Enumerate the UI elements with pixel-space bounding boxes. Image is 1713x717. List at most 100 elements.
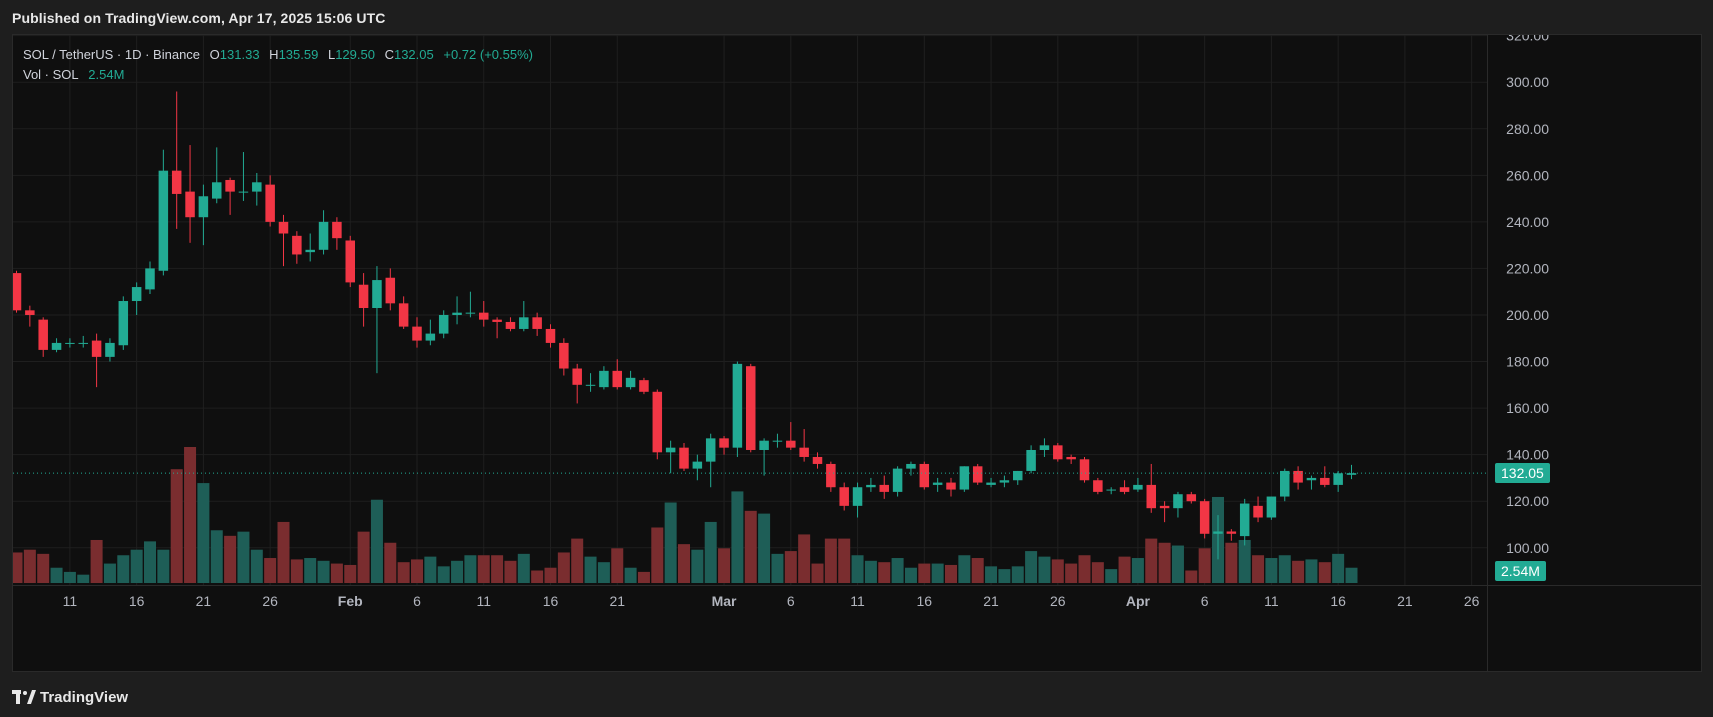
candle-body [452, 312, 462, 315]
candle-body [772, 440, 783, 442]
volume-bar [637, 571, 650, 583]
candle-body [51, 342, 62, 350]
candle-body [1213, 531, 1223, 534]
volume-bar [597, 562, 610, 583]
candle-body [1239, 503, 1250, 537]
volume-bar [1345, 567, 1358, 583]
candle-body [1026, 449, 1036, 471]
volume-bar [357, 531, 370, 583]
volume-bar [451, 560, 464, 583]
volume-bar [210, 530, 223, 583]
candle-body [465, 312, 476, 314]
volume-bar [1065, 563, 1078, 583]
candle-body [746, 366, 756, 450]
candle-body [639, 380, 649, 392]
y-tick-label: 200.00 [1506, 307, 1549, 323]
last-volume-tag: 2.54M [1495, 561, 1546, 581]
volume-bar [1332, 553, 1345, 583]
x-tick-label: 11 [63, 593, 78, 609]
legend-high-value: 135.59 [278, 47, 319, 62]
candle-body [1186, 494, 1197, 502]
candle-body [906, 463, 916, 469]
x-tick-label: 6 [413, 593, 421, 609]
candle-body [559, 342, 569, 369]
candle-body [1266, 496, 1277, 518]
candle-body [545, 328, 556, 343]
legend-symbol[interactable]: SOL / TetherUS · 1D · Binance [23, 47, 201, 62]
volume-bar [224, 535, 237, 583]
volume-bar [184, 447, 197, 583]
candle-body [1133, 484, 1143, 490]
volume-bar [330, 563, 343, 583]
volume-bar [971, 558, 984, 583]
x-tick-label: 21 [1397, 593, 1413, 609]
volume-bar [1078, 555, 1091, 583]
volume-bar [1025, 551, 1038, 583]
y-tick-label: 320.00 [1506, 35, 1549, 44]
y-tick-label: 180.00 [1506, 354, 1549, 370]
volume-bar [1091, 562, 1104, 583]
candle-body [358, 284, 369, 308]
candle-body [1079, 459, 1090, 481]
volume-bar [1185, 570, 1198, 583]
volume-bar [90, 539, 103, 583]
volume-bar [117, 555, 130, 583]
candle-body [839, 487, 849, 506]
volume-bar [317, 560, 330, 583]
candle-body [1333, 473, 1343, 485]
candle-body [1119, 487, 1130, 492]
volume-bar [1051, 559, 1064, 583]
candle-body [919, 463, 930, 488]
volume-bar [824, 538, 837, 583]
candle-body [759, 440, 769, 450]
volume-bar [477, 555, 490, 583]
volume-bar [424, 556, 437, 583]
volume-bar [931, 563, 944, 583]
volume-bar [998, 569, 1011, 583]
y-tick-label: 280.00 [1506, 121, 1549, 137]
candle-body [492, 319, 502, 322]
y-tick-label: 140.00 [1506, 447, 1549, 463]
candle-body [1173, 494, 1183, 509]
volume-bar [571, 538, 584, 583]
volume-bar [250, 549, 263, 583]
candle-body [959, 466, 970, 490]
candle-body [38, 319, 48, 350]
y-tick-label: 160.00 [1506, 400, 1549, 416]
footer: TradingView [12, 686, 128, 708]
x-tick-label: 26 [1050, 593, 1066, 609]
volume-bar [157, 549, 170, 583]
volume-bar [1158, 542, 1171, 583]
legend-close-value: 132.05 [393, 47, 434, 62]
chart-panel[interactable]: 100.00 120.00 140.00 160.00 180.00 200.00 220.… [12, 34, 1702, 672]
volume-bar [864, 560, 877, 583]
volume-bar [958, 555, 971, 583]
candle-body [1039, 445, 1050, 450]
candle-body [438, 314, 449, 334]
candle-body [932, 482, 943, 485]
candle-body [972, 466, 983, 483]
volume-bar [77, 574, 90, 583]
y-tick-label: 120.00 [1506, 493, 1549, 509]
volume-bar [758, 513, 771, 583]
volume-bar [798, 534, 811, 583]
legend-volume-label[interactable]: Vol · SOL [23, 67, 79, 82]
candlestick-chart[interactable]: 100.00 120.00 140.00 160.00 180.00 200.00 220.… [13, 35, 1701, 671]
volume-bar [851, 555, 864, 583]
candle-body [1293, 470, 1303, 483]
volume-bar [1305, 559, 1318, 583]
volume-bar [170, 469, 183, 583]
volume-bar [197, 483, 210, 583]
volume-bar [237, 531, 250, 583]
candle-body [1306, 477, 1317, 481]
legend-volume-row: Vol · SOL 2.54M [23, 65, 533, 85]
candle-body [612, 370, 622, 388]
footer-brand[interactable]: TradingView [40, 688, 129, 706]
volume-bar [718, 548, 731, 583]
x-tick-label: 6 [787, 593, 795, 609]
volume-bar [918, 563, 931, 583]
volume-bar [50, 567, 63, 583]
volume-bar [1131, 558, 1144, 583]
candle-body [1280, 470, 1290, 497]
volume-bar [1171, 545, 1184, 583]
